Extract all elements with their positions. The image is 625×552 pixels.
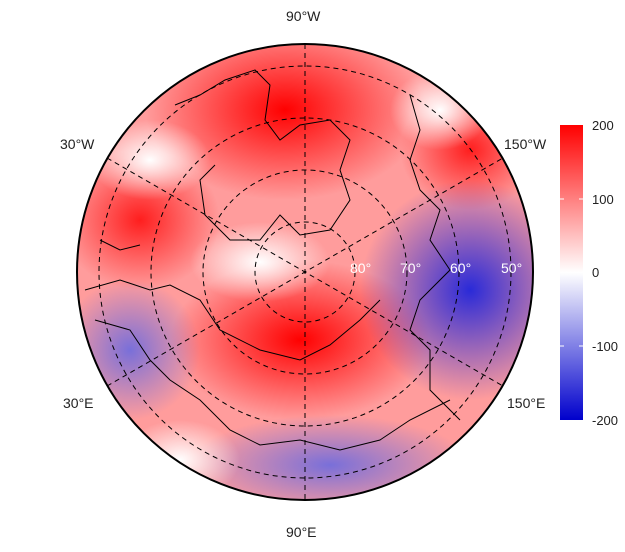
lon-label-30w: 30°W <box>60 136 95 152</box>
colorbar <box>560 125 583 420</box>
lat-label-60: 60° <box>450 260 472 276</box>
lon-label-30e: 30°E <box>63 395 94 411</box>
colorbar-tick-label: 200 <box>592 118 614 133</box>
graticule <box>98 44 512 500</box>
lat-label-80: 80° <box>350 260 372 276</box>
colorbar-tick-label: 0 <box>592 265 600 280</box>
lat-label-50: 50° <box>501 260 523 276</box>
lon-label-150e: 150°E <box>507 395 546 411</box>
lon-label-90e: 90°E <box>286 524 317 540</box>
coastlines <box>84 69 461 451</box>
lon-label-90w: 90°W <box>286 8 321 24</box>
colorbar-tick-label: -100 <box>592 339 619 354</box>
colorbar-tick-label: 100 <box>592 192 614 207</box>
map-boundary <box>76 43 534 501</box>
lon-label-150w: 150°W <box>504 136 547 152</box>
colorbar-tick-label: -200 <box>592 413 619 428</box>
lat-label-70: 70° <box>400 260 422 276</box>
colorbar-ticks <box>560 198 583 347</box>
